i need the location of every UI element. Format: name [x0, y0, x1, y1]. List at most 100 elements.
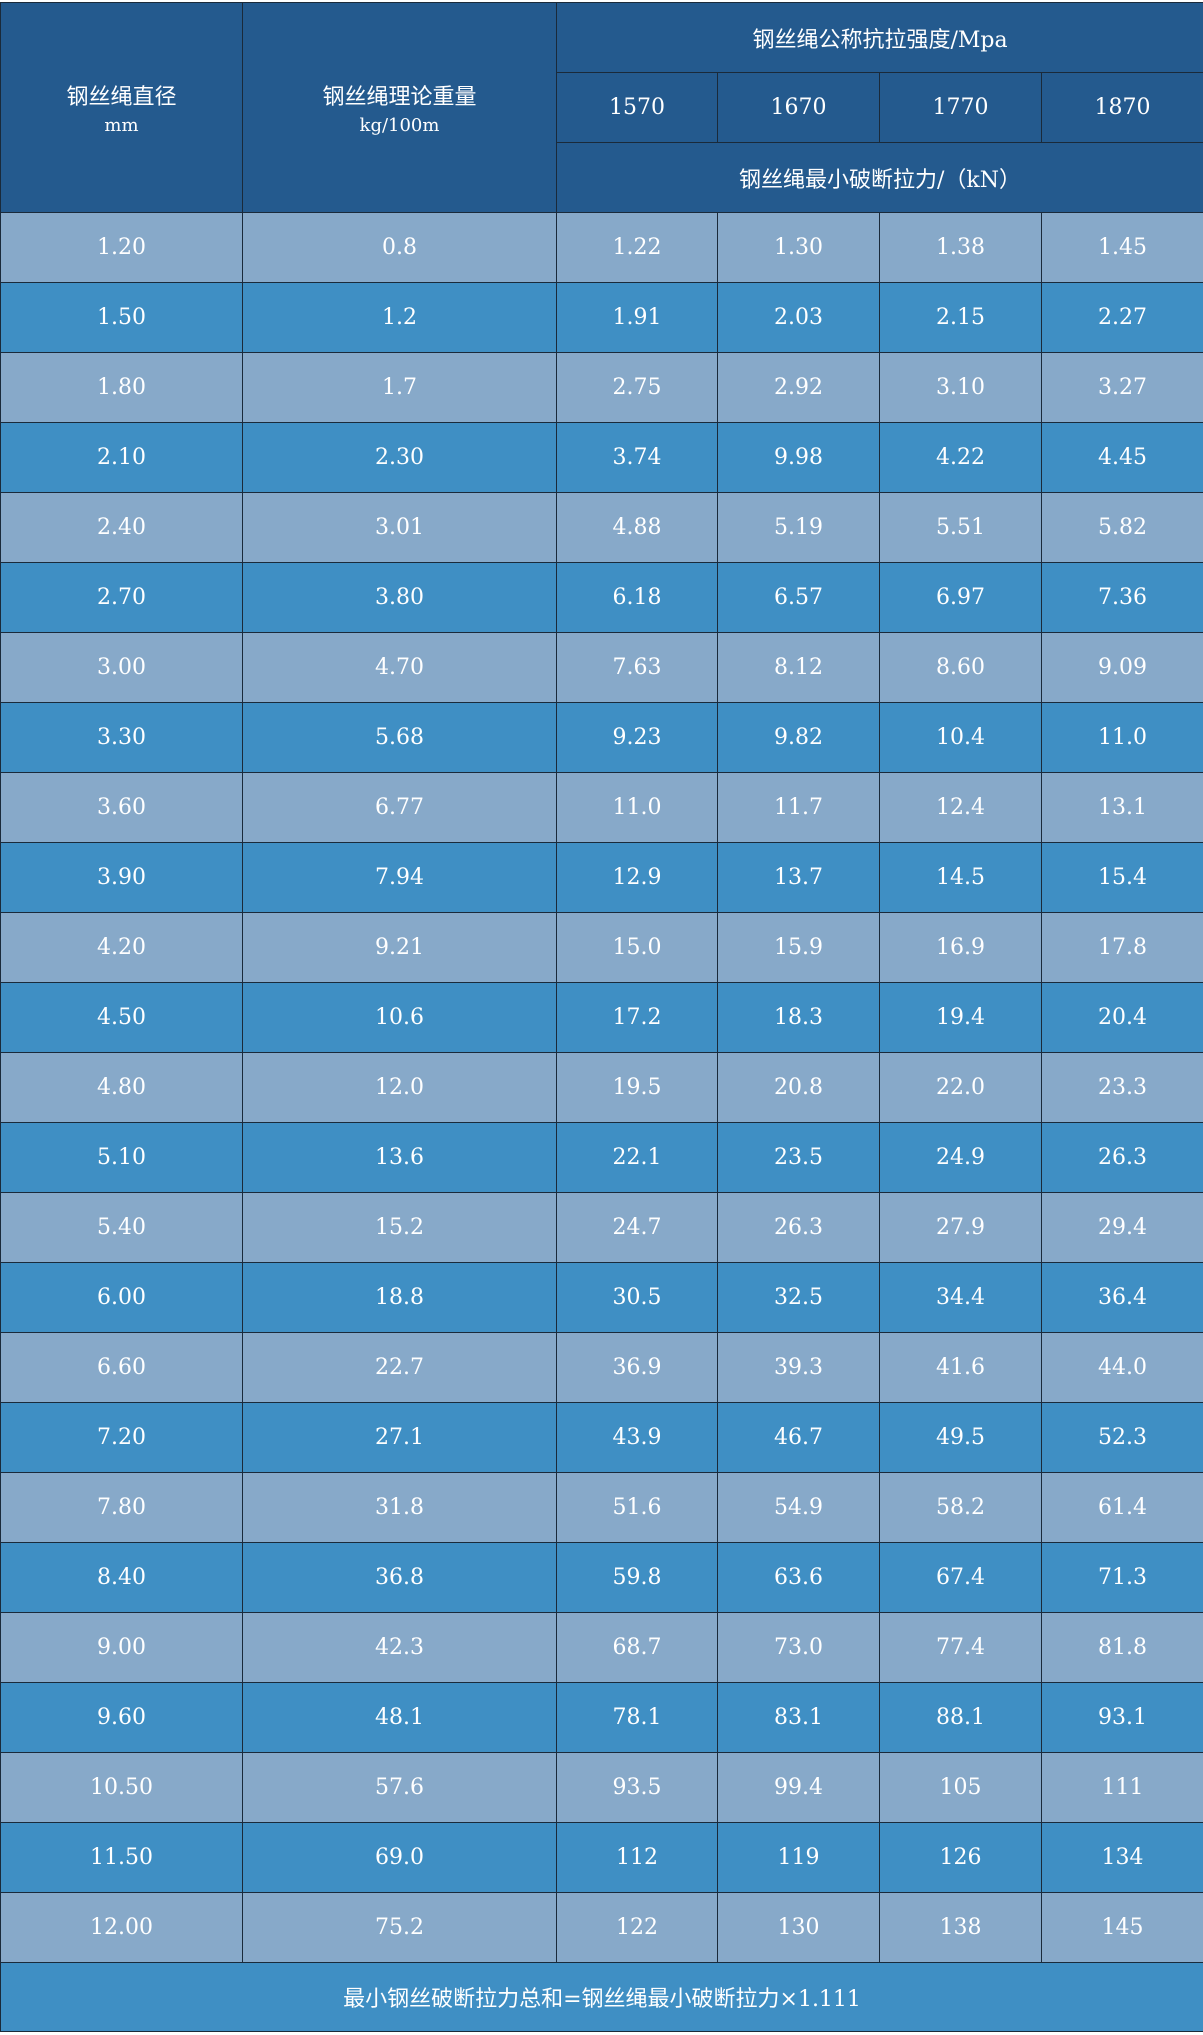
- force-1770-cell: 14.5: [880, 843, 1042, 913]
- force-1570-cell: 19.5: [557, 1053, 718, 1123]
- force-1570-cell: 7.63: [557, 633, 718, 703]
- diameter-cell: 4.20: [1, 913, 243, 983]
- force-1670-cell: 11.7: [718, 773, 880, 843]
- force-1670-cell: 9.82: [718, 703, 880, 773]
- force-1870-cell: 71.3: [1042, 1543, 1203, 1613]
- weight-cell: 1.2: [243, 283, 557, 353]
- diameter-cell: 3.90: [1, 843, 243, 913]
- force-1870-cell: 145: [1042, 1893, 1203, 1963]
- strength-header: 钢丝绳公称抗拉强度/Mpa: [557, 3, 1203, 73]
- weight-cell: 22.7: [243, 1333, 557, 1403]
- force-1570-cell: 12.9: [557, 843, 718, 913]
- force-1670-cell: 63.6: [718, 1543, 880, 1613]
- force-1670-cell: 130: [718, 1893, 880, 1963]
- force-1770-cell: 24.9: [880, 1123, 1042, 1193]
- weight-cell: 1.7: [243, 353, 557, 423]
- diameter-unit: mm: [1, 115, 242, 136]
- strength-1870: 1870: [1042, 73, 1203, 143]
- force-1570-cell: 24.7: [557, 1193, 718, 1263]
- weight-cell: 3.01: [243, 493, 557, 563]
- force-1870-cell: 17.8: [1042, 913, 1203, 983]
- weight-cell: 12.0: [243, 1053, 557, 1123]
- diameter-cell: 5.40: [1, 1193, 243, 1263]
- force-1770-cell: 12.4: [880, 773, 1042, 843]
- force-1770-cell: 88.1: [880, 1683, 1042, 1753]
- diameter-cell: 9.60: [1, 1683, 243, 1753]
- force-1670-cell: 26.3: [718, 1193, 880, 1263]
- weight-cell: 15.2: [243, 1193, 557, 1263]
- diameter-cell: 3.00: [1, 633, 243, 703]
- force-1670-cell: 20.8: [718, 1053, 880, 1123]
- force-1770-cell: 67.4: [880, 1543, 1042, 1613]
- force-1870-cell: 2.27: [1042, 283, 1203, 353]
- force-1770-cell: 138: [880, 1893, 1042, 1963]
- force-1670-cell: 39.3: [718, 1333, 880, 1403]
- weight-cell: 57.6: [243, 1753, 557, 1823]
- diameter-cell: 8.40: [1, 1543, 243, 1613]
- force-1770-cell: 22.0: [880, 1053, 1042, 1123]
- weight-cell: 4.70: [243, 633, 557, 703]
- diameter-cell: 3.60: [1, 773, 243, 843]
- force-1870-cell: 20.4: [1042, 983, 1203, 1053]
- force-1870-cell: 44.0: [1042, 1333, 1203, 1403]
- weight-label: 钢丝绳理论重量: [322, 85, 476, 110]
- force-1770-cell: 27.9: [880, 1193, 1042, 1263]
- force-1570-cell: 51.6: [557, 1473, 718, 1543]
- diameter-label: 钢丝绳直径: [66, 85, 176, 110]
- force-1670-cell: 18.3: [718, 983, 880, 1053]
- force-1670-cell: 83.1: [718, 1683, 880, 1753]
- force-1770-cell: 49.5: [880, 1403, 1042, 1473]
- weight-cell: 10.6: [243, 983, 557, 1053]
- force-1570-cell: 122: [557, 1893, 718, 1963]
- force-1570-cell: 93.5: [557, 1753, 718, 1823]
- force-1670-cell: 23.5: [718, 1123, 880, 1193]
- force-1770-cell: 5.51: [880, 493, 1042, 563]
- force-1870-cell: 15.4: [1042, 843, 1203, 913]
- force-1870-cell: 13.1: [1042, 773, 1203, 843]
- force-1570-cell: 17.2: [557, 983, 718, 1053]
- force-1570-cell: 78.1: [557, 1683, 718, 1753]
- weight-cell: 5.68: [243, 703, 557, 773]
- breaking-force-header: 钢丝绳最小破断拉力/（kN）: [557, 143, 1203, 213]
- force-1870-cell: 111: [1042, 1753, 1203, 1823]
- weight-cell: 9.21: [243, 913, 557, 983]
- weight-cell: 3.80: [243, 563, 557, 633]
- diameter-cell: 3.30: [1, 703, 243, 773]
- force-1770-cell: 6.97: [880, 563, 1042, 633]
- force-1770-cell: 41.6: [880, 1333, 1042, 1403]
- force-1770-cell: 105: [880, 1753, 1042, 1823]
- strength-1570: 1570: [557, 73, 718, 143]
- force-1670-cell: 8.12: [718, 633, 880, 703]
- diameter-cell: 1.80: [1, 353, 243, 423]
- force-1670-cell: 2.03: [718, 283, 880, 353]
- weight-cell: 7.94: [243, 843, 557, 913]
- weight-cell: 13.6: [243, 1123, 557, 1193]
- force-1870-cell: 4.45: [1042, 423, 1203, 493]
- force-1870-cell: 81.8: [1042, 1613, 1203, 1683]
- force-1870-cell: 134: [1042, 1823, 1203, 1893]
- diameter-header: 钢丝绳直径 mm: [1, 3, 243, 213]
- weight-cell: 75.2: [243, 1893, 557, 1963]
- diameter-cell: 1.20: [1, 213, 243, 283]
- diameter-cell: 4.80: [1, 1053, 243, 1123]
- force-1670-cell: 54.9: [718, 1473, 880, 1543]
- force-1870-cell: 1.45: [1042, 213, 1203, 283]
- force-1770-cell: 1.38: [880, 213, 1042, 283]
- force-1870-cell: 61.4: [1042, 1473, 1203, 1543]
- force-1670-cell: 5.19: [718, 493, 880, 563]
